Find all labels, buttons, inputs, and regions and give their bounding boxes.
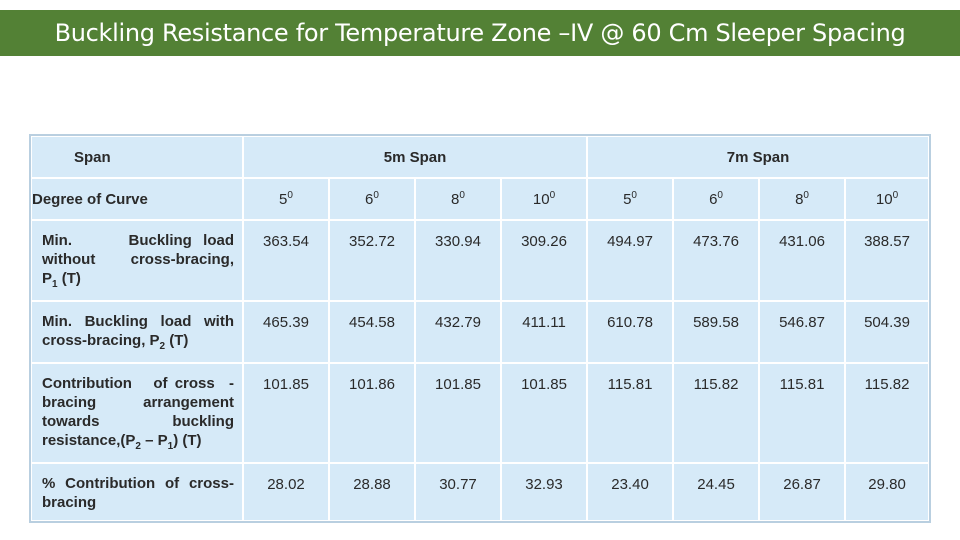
- degree-cell: 60: [328, 177, 416, 221]
- title-banner: Buckling Resistance for Temperature Zone…: [0, 10, 960, 56]
- table-row: Min. Buckling load without cross-bracing…: [30, 219, 931, 302]
- table-cell: 24.45: [672, 462, 761, 522]
- table-cell: 352.72: [328, 219, 416, 302]
- row-label-contribution: Contribution of cross - bracing arrangem…: [30, 362, 244, 464]
- degree-cell: 100: [499, 177, 589, 221]
- table-cell: 28.88: [328, 462, 416, 522]
- table-cell: 465.39: [242, 300, 330, 364]
- table-cell: 363.54: [242, 219, 330, 302]
- table-cell: 28.02: [242, 462, 330, 522]
- degree-cell: 80: [414, 177, 502, 221]
- table-cell: 23.40: [586, 462, 675, 522]
- table-cell: 101.85: [242, 362, 330, 464]
- table-cell: 494.97: [586, 219, 675, 302]
- table-cell: 309.26: [499, 219, 589, 302]
- degree-cell: 50: [242, 177, 330, 221]
- degree-header-label: Degree of Curve: [30, 177, 244, 221]
- table-cell: 101.86: [328, 362, 416, 464]
- span-header-row: Span 5m Span 7m Span: [30, 135, 931, 179]
- page-title: Buckling Resistance for Temperature Zone…: [54, 19, 906, 47]
- degree-header-row: Degree of Curve 50 60 80 100 50 60 80 10…: [30, 177, 931, 221]
- table-cell: 504.39: [844, 300, 931, 364]
- degree-cell: 100: [844, 177, 931, 221]
- span-group-7m: 7m Span: [586, 135, 931, 179]
- span-header-label: Span: [30, 135, 244, 179]
- table-cell: 115.82: [844, 362, 931, 464]
- degree-cell: 80: [758, 177, 847, 221]
- span-group-5m: 5m Span: [241, 135, 589, 179]
- row-label-buckling-with: Min. Buckling load with cross-bracing, P…: [30, 300, 244, 364]
- table-cell: 431.06: [758, 219, 847, 302]
- buckling-resistance-table: Span 5m Span 7m Span Degree of Curve 50 …: [28, 134, 932, 523]
- degree-cell: 50: [586, 177, 675, 221]
- table-cell: 330.94: [414, 219, 502, 302]
- row-label-percent-contribution: % Contribution of cross-bracing: [30, 462, 244, 522]
- table-cell: 411.11: [499, 300, 589, 364]
- table-cell: 388.57: [844, 219, 931, 302]
- table-cell: 115.81: [586, 362, 675, 464]
- table-cell: 30.77: [414, 462, 502, 522]
- table-row: Min. Buckling load with cross-bracing, P…: [30, 300, 931, 364]
- table-cell: 101.85: [414, 362, 502, 464]
- table-row: Contribution of cross - bracing arrangem…: [30, 362, 931, 464]
- table-cell: 32.93: [499, 462, 589, 522]
- degree-cell: 60: [672, 177, 761, 221]
- row-label-buckling-without: Min. Buckling load without cross-bracing…: [30, 219, 244, 302]
- table-cell: 589.58: [672, 300, 761, 364]
- table-cell: 115.81: [758, 362, 847, 464]
- table-cell: 432.79: [414, 300, 502, 364]
- table-cell: 473.76: [672, 219, 761, 302]
- table-cell: 115.82: [672, 362, 761, 464]
- table-cell: 29.80: [844, 462, 931, 522]
- table-cell: 101.85: [499, 362, 589, 464]
- table-cell: 26.87: [758, 462, 847, 522]
- table-cell: 454.58: [328, 300, 416, 364]
- table-cell: 546.87: [758, 300, 847, 364]
- table-cell: 610.78: [586, 300, 675, 364]
- table-row: % Contribution of cross-bracing 28.02 28…: [30, 462, 931, 522]
